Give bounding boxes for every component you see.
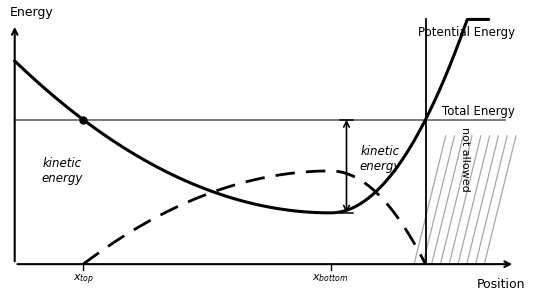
Text: Position: Position [477,278,525,291]
Text: kinetic
energy: kinetic energy [41,157,82,185]
Text: $x_{top}$: $x_{top}$ [73,272,94,287]
Text: Potential Energy: Potential Energy [418,27,515,39]
Text: Total Energy: Total Energy [442,105,515,119]
Text: $x_{bottom}$: $x_{bottom}$ [312,272,349,284]
Text: Energy: Energy [10,7,53,19]
Text: kinetic
energy: kinetic energy [360,145,401,173]
Text: not allowed: not allowed [460,127,470,192]
